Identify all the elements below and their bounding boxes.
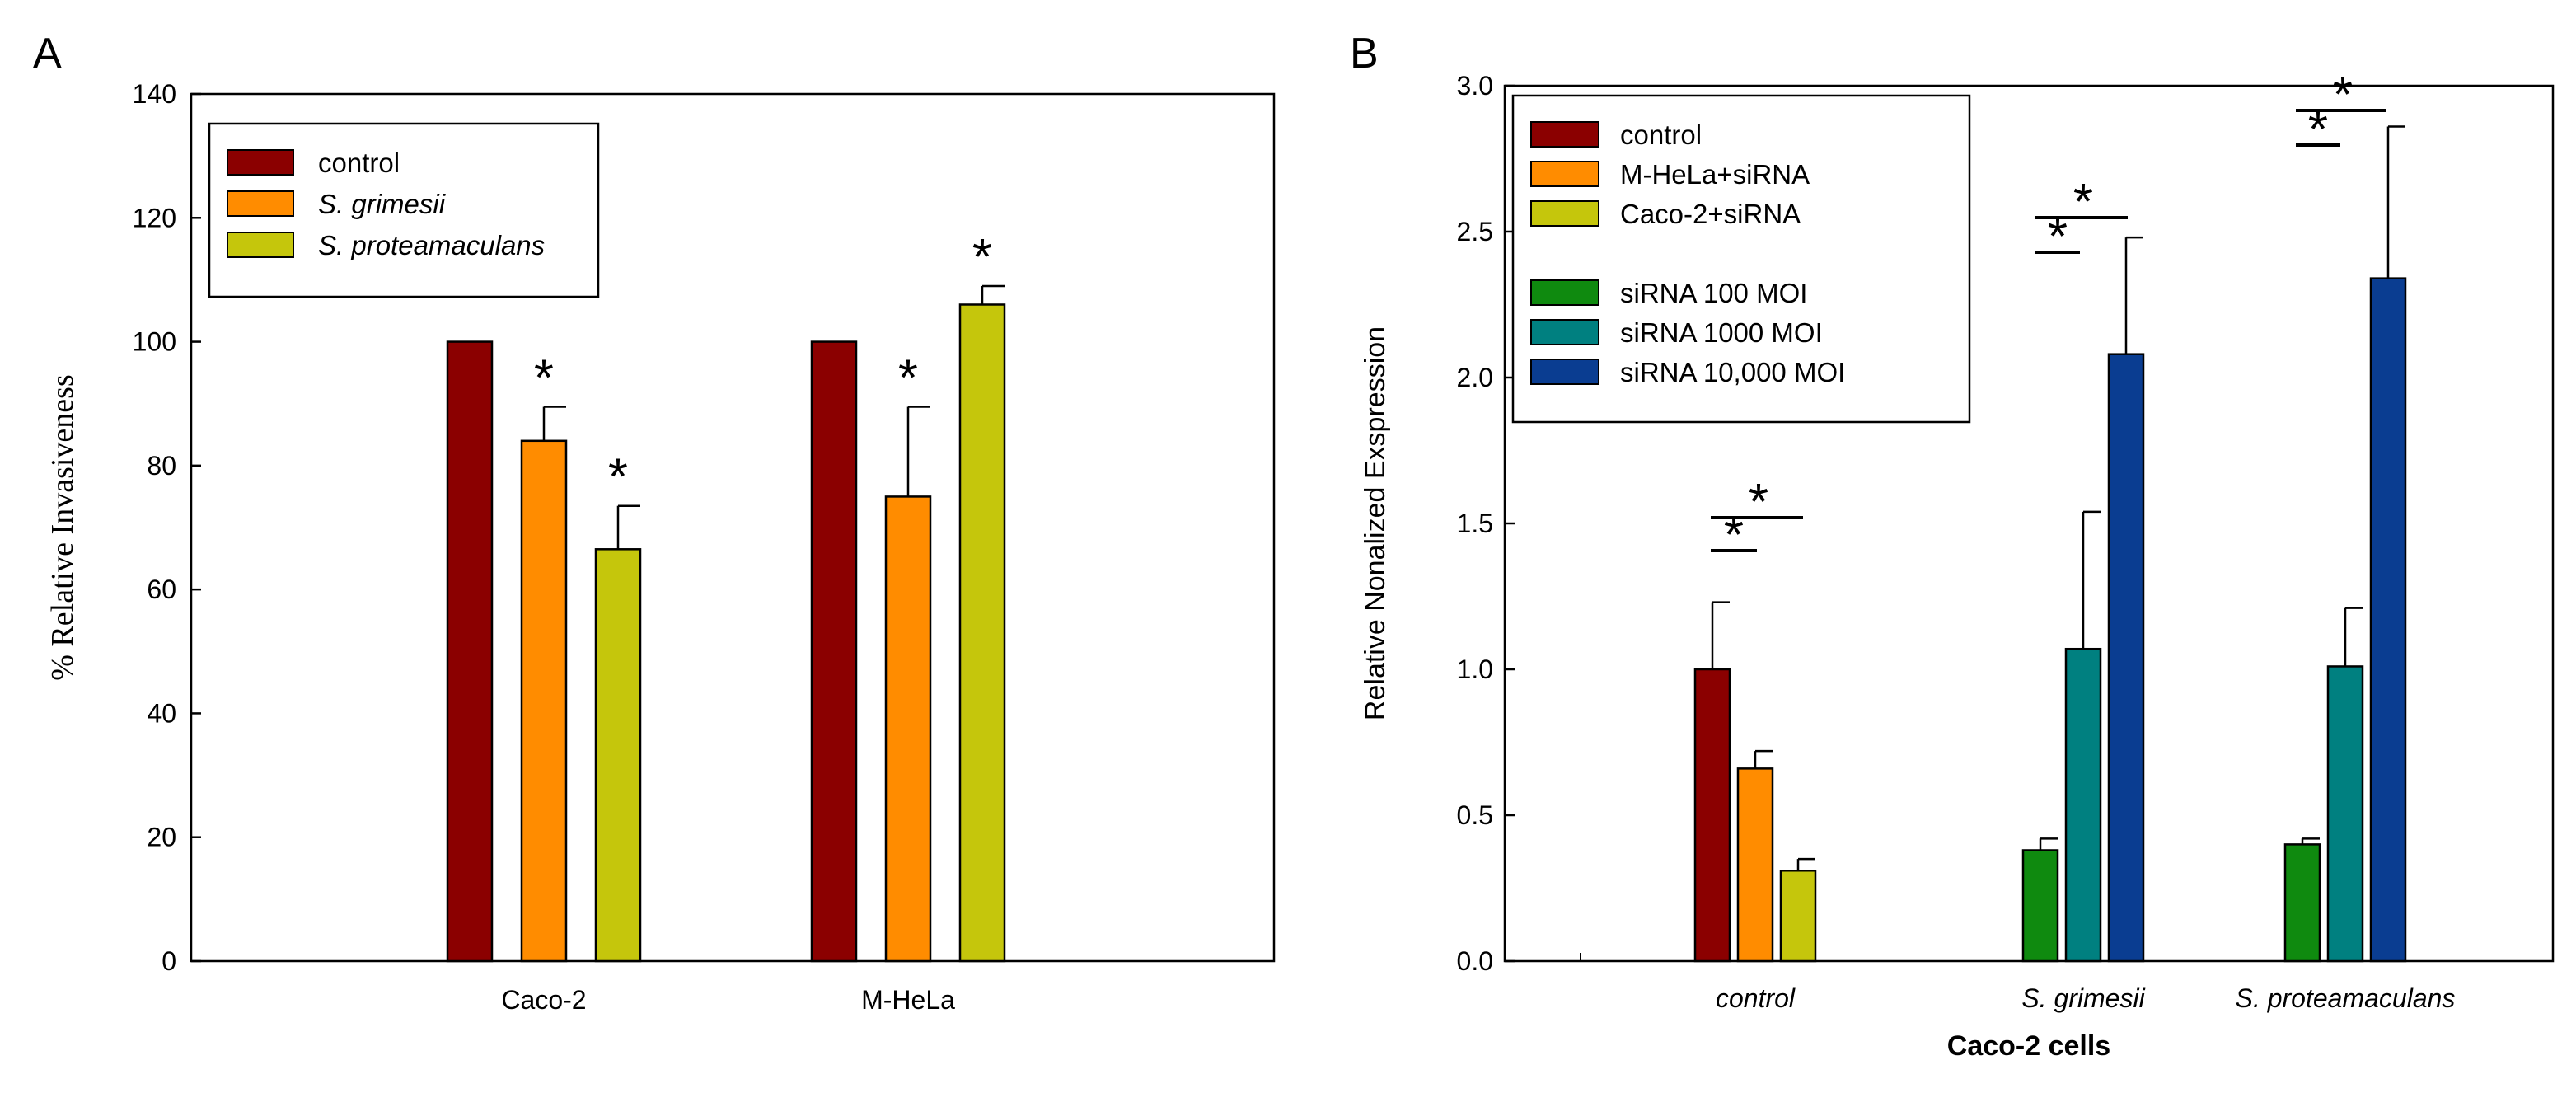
panel-a-y-tick-label: 120 xyxy=(133,203,176,232)
panel-a-bar-control-m-hela xyxy=(810,340,858,963)
panel-b-bar-caco-2-sirna-control xyxy=(1779,870,1817,963)
panel-a-legend-swatch-s-grimesii xyxy=(227,190,294,217)
panel-a-significance-star: * xyxy=(608,449,628,506)
panel-b-y-tick-label: 2.5 xyxy=(1457,217,1493,246)
panel-b-y-axis-label: Relative Nonalized Exspression xyxy=(1360,326,1391,720)
panel-a-x-axis: Caco-2 M-HeLa xyxy=(501,985,955,1015)
panel-b-bar-sirna-1000-moi-s-grimesii xyxy=(2064,647,2102,963)
panel-a-legend-label-s-proteamaculans: S. proteamaculans xyxy=(318,230,545,260)
panel-a-plot-frame xyxy=(190,92,1276,963)
panel-a-y-tick-label: 20 xyxy=(147,823,176,852)
panel-a-bar-s-grimesii-caco-2 xyxy=(520,439,568,963)
panel-b-legend-label-control: control xyxy=(1620,120,1702,150)
panel-a-y-tick-label: 80 xyxy=(147,451,176,481)
panel-b-y-tick-label: 1.0 xyxy=(1457,654,1493,684)
panel-a-legend-label-control: control xyxy=(318,148,400,178)
panel-b-legend-label-sirna-100-moi: siRNA 100 MOI xyxy=(1620,278,1807,308)
panel-b-significance-star: * xyxy=(2333,67,2353,124)
panel-b-y-tick-label: 0.0 xyxy=(1457,946,1493,976)
panel-b-legend-swatch-sirna-1000-moi xyxy=(1530,319,1599,345)
panel-b-y-tick-label: 1.5 xyxy=(1457,509,1493,538)
panel-a-significance-star: * xyxy=(534,349,554,406)
panel-a-y-axis-label: % Relative Invasiveness xyxy=(45,374,80,680)
panel-a-significance-star: * xyxy=(898,349,918,406)
panel-b-legend-swatch-sirna-100-moi xyxy=(1530,279,1599,306)
panel-a-y-tick-label: 60 xyxy=(147,575,176,604)
panel-b-bar-sirna-100-moi-s-grimesii xyxy=(2021,849,2059,963)
panel-b-bar-sirna-10-000-moi-s-proteamaculans xyxy=(2369,277,2407,963)
panel-a-y-tick-label: 140 xyxy=(133,79,176,109)
panel-b-bar-m-hela-sirna-control xyxy=(1736,767,1774,963)
panel-b-significance-star: * xyxy=(2073,174,2093,231)
panel-b-legend-label-caco-2-sirna: Caco-2+siRNA xyxy=(1620,199,1801,229)
panel-a-y-tick-label: 0 xyxy=(162,946,176,976)
panel-a-y-axis: 0 20 40 60 80 100 120 140 xyxy=(133,79,201,976)
panel-b-significance-star: * xyxy=(1749,474,1768,531)
panel-b-legend-label-sirna-10-000-moi: siRNA 10,000 MOI xyxy=(1620,357,1845,387)
panel-a-legend: control S. grimesii S. proteamaculans xyxy=(208,122,600,298)
panel-b-chart: 0.0 0.5 1.0 1.5 2.0 2.5 3.0 control S. grimesii… xyxy=(1360,67,2555,1062)
panel-a-bar-control-caco-2 xyxy=(446,340,494,963)
panel-b-y-tick-label: 0.5 xyxy=(1457,800,1493,830)
panel-a-bar-s-grimesii-m-hela xyxy=(884,495,932,963)
panel-a-bar-s-proteamaculans-m-hela xyxy=(958,303,1006,963)
panel-b-x-tick-label: S. grimesii xyxy=(2021,983,2145,1013)
panel-b-significance: ****** xyxy=(1711,67,2386,564)
panel-b-bars xyxy=(1693,125,2407,963)
panel-b-bar-sirna-1000-moi-s-proteamaculans xyxy=(2326,665,2364,963)
panel-b-y-tick-label: 3.0 xyxy=(1457,71,1493,101)
panel-b-bar-sirna-10-000-moi-s-grimesii xyxy=(2107,353,2145,963)
panel-b-x-axis: control S. grimesii S. proteamaculans xyxy=(1716,983,2455,1013)
panel-a-significance-star: * xyxy=(972,229,992,286)
panel-b-legend: control M-HeLa+siRNA Caco-2+siRNA siRNA 100… xyxy=(1511,94,1971,424)
panel-a-letter: A xyxy=(33,30,62,77)
panel-b-legend-swatch-m-hela-sirna xyxy=(1530,161,1599,187)
panel-b-legend-swatch-caco-2-sirna xyxy=(1530,200,1599,227)
panel-a-legend-label-s-grimesii: S. grimesii xyxy=(318,189,447,219)
panel-a-significance: * * * * xyxy=(534,229,992,506)
panel-b-significance-star: * xyxy=(1724,507,1744,564)
panel-b-legend-swatch-sirna-10-000-moi xyxy=(1530,359,1599,385)
panel-a-bar-s-proteamaculans-caco-2 xyxy=(594,548,642,963)
panel-a-x-tick-label: M-HeLa xyxy=(861,985,955,1015)
panel-b-y-axis: 0.0 0.5 1.0 1.5 2.0 2.5 3.0 xyxy=(1457,71,1581,976)
panel-a-y-tick-label: 40 xyxy=(147,698,176,728)
panel-a-chart: 0 20 40 60 80 100 120 140 Caco-2 M-HeLa * * * * % R… xyxy=(45,79,1276,1015)
panel-b-bar-sirna-100-moi-s-proteamaculans xyxy=(2283,843,2321,963)
panel-b-bar-control-control xyxy=(1693,668,1731,963)
panel-b-legend-label-m-hela-sirna: M-HeLa+siRNA xyxy=(1620,159,1810,190)
panel-a-bars xyxy=(446,284,1006,963)
panel-b-legend-swatch-control xyxy=(1530,121,1599,148)
panel-b-y-tick-label: 2.0 xyxy=(1457,363,1493,392)
panel-a-x-tick-label: Caco-2 xyxy=(501,985,586,1015)
panel-a-y-tick-label: 100 xyxy=(133,327,176,357)
panel-b-x-axis-label: Caco-2 cells xyxy=(1947,1030,2110,1062)
panel-b-legend-label-sirna-1000-moi: siRNA 1000 MOI xyxy=(1620,317,1823,348)
panel-a-legend-swatch-control xyxy=(227,149,294,176)
panel-b-x-tick-label: S. proteamaculans xyxy=(2236,983,2456,1013)
panel-a-legend-swatch-s-proteamaculans xyxy=(227,232,294,258)
panel-b-x-tick-label: control xyxy=(1716,983,1796,1013)
panel-b-letter: B xyxy=(1350,30,1379,77)
